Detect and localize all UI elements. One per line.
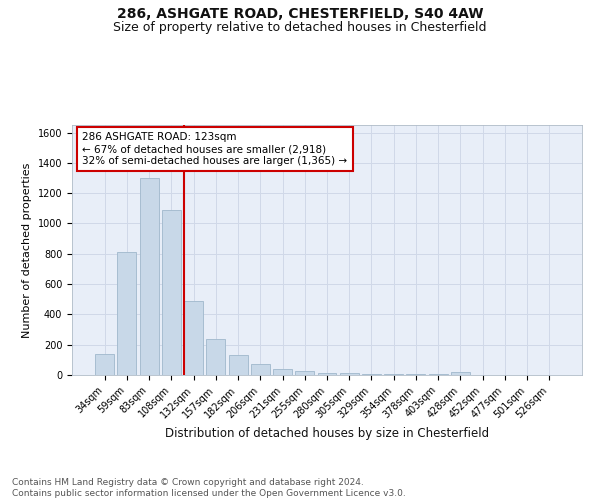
Bar <box>118 252 136 375</box>
Bar <box>451 372 470 375</box>
Bar <box>184 301 203 375</box>
Text: Contains HM Land Registry data © Crown copyright and database right 2024.
Contai: Contains HM Land Registry data © Crown c… <box>12 478 406 498</box>
Bar <box>206 340 225 375</box>
Text: Size of property relative to detached houses in Chesterfield: Size of property relative to detached ho… <box>113 22 487 35</box>
Bar <box>406 374 425 375</box>
Bar <box>95 354 114 375</box>
Bar <box>229 354 248 375</box>
Bar <box>140 178 158 375</box>
Text: Distribution of detached houses by size in Chesterfield: Distribution of detached houses by size … <box>165 428 489 440</box>
Text: 286 ASHGATE ROAD: 123sqm
← 67% of detached houses are smaller (2,918)
32% of sem: 286 ASHGATE ROAD: 123sqm ← 67% of detach… <box>82 132 347 166</box>
Bar <box>251 364 270 375</box>
Y-axis label: Number of detached properties: Number of detached properties <box>22 162 32 338</box>
Bar <box>273 369 292 375</box>
Bar <box>295 371 314 375</box>
Bar <box>429 374 448 375</box>
Bar <box>162 210 181 375</box>
Bar <box>362 374 381 375</box>
Bar <box>317 372 337 375</box>
Text: 286, ASHGATE ROAD, CHESTERFIELD, S40 4AW: 286, ASHGATE ROAD, CHESTERFIELD, S40 4AW <box>117 8 483 22</box>
Bar <box>384 374 403 375</box>
Bar <box>340 374 359 375</box>
